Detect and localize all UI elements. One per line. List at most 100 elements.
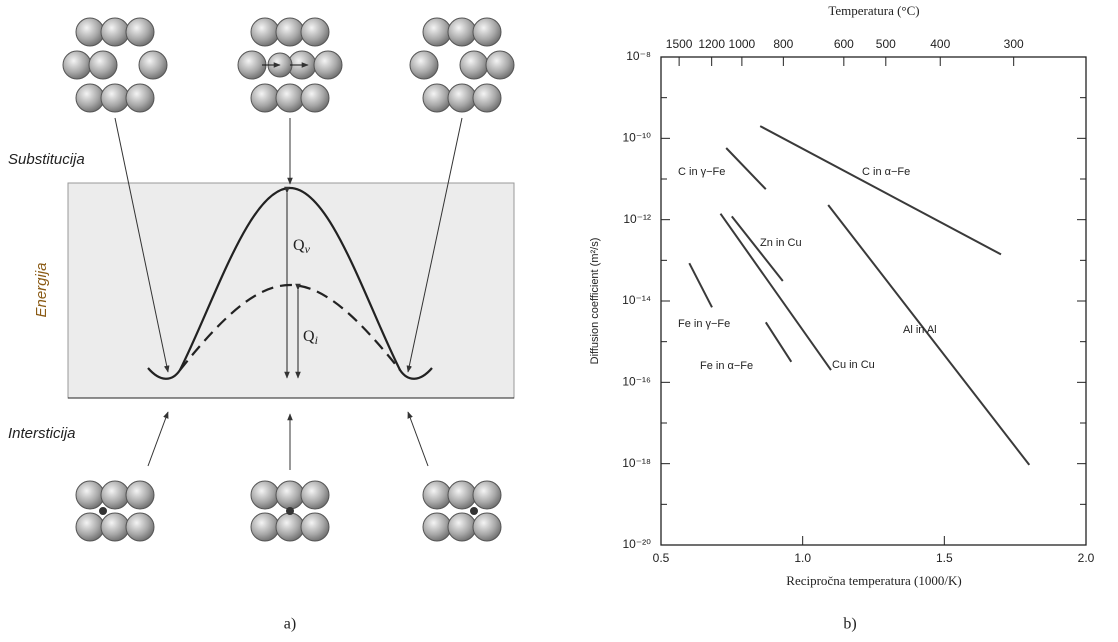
x-tick-label: 1.5 [936,551,953,565]
x2-tick-label: 500 [876,37,896,51]
atom [275,512,305,542]
atom [250,17,280,47]
x-tick-label: 2.0 [1078,551,1095,565]
atom [125,512,155,542]
data-line [827,204,1031,466]
atom-clusters [62,17,515,542]
data-line [725,147,767,190]
x2-tick-label: 1500 [666,37,693,51]
y-tick-label: 10⁻⁸ [626,49,651,63]
atom [300,83,330,113]
interstitial-label: Intersticija [8,425,76,442]
arrow [147,411,169,467]
atom [275,17,305,47]
atom [125,17,155,47]
series-label: Cu in Cu [832,359,875,371]
y-tick-label: 10⁻²⁰ [623,537,652,551]
y-axis-title: Diffusion coefficient (m²/s) [589,238,601,365]
x2-tick-label: 1000 [729,37,756,51]
atom [100,83,130,113]
plot-frame [660,56,1087,546]
y-tick-label: 10⁻¹⁸ [622,456,651,470]
atom [422,17,452,47]
x2-tick-label: 600 [834,37,854,51]
x2-tick-label: 1200 [698,37,725,51]
arrow [406,117,463,373]
atom [447,512,477,542]
atom [100,512,130,542]
series-label: Fe in α−Fe [700,360,753,372]
atom [300,480,330,510]
vacancy-curve [147,186,433,380]
arrow [407,411,429,467]
atom [472,480,502,510]
series-label: Al in Al [903,324,937,336]
data-line [719,213,832,371]
data-line [688,262,713,308]
x2-axis-title: Temperatura (°C) [828,3,919,18]
atom [250,480,280,510]
y-tick-label: 10⁻¹² [623,212,651,226]
atom [100,17,130,47]
atom [409,50,439,80]
atom [250,512,280,542]
qi-label: Qi [303,328,318,347]
y-tick-label: 10⁻¹⁴ [622,293,651,307]
atom [75,512,105,542]
x-tick-label: 1.0 [794,551,811,565]
atom [300,512,330,542]
panel-label: b) [843,616,856,633]
atom [485,50,515,80]
atom [472,83,502,113]
atom [313,50,343,80]
atom [62,50,92,80]
series-label: Zn in Cu [760,237,802,249]
panel-a: Qv Qi Substitucija Intersticija Energija… [8,17,515,633]
x2-tick-label: 300 [1004,37,1024,51]
atom [422,480,452,510]
qv-label: Qv [293,237,311,256]
atom [138,50,168,80]
series-label: C in γ−Fe [678,166,725,178]
data-line [764,321,793,363]
interstitial-curve [179,283,401,371]
x2-tick-label: 800 [773,37,793,51]
x2-tick-label: 400 [930,37,950,51]
atom [88,50,118,80]
atom [75,83,105,113]
substitution-label: Substitucija [8,151,85,168]
atom [250,83,280,113]
data-line [759,125,1002,256]
energy-box [67,182,515,399]
atom [75,480,105,510]
arrow [114,117,170,373]
atom [75,17,105,47]
x-tick-label: 0.5 [653,551,670,565]
atom [447,83,477,113]
atom [100,480,130,510]
y-tick-label: 10⁻¹⁰ [623,131,652,145]
y-tick-label: 10⁻¹⁶ [622,375,651,389]
atom [472,512,502,542]
series-label: Fe in γ−Fe [678,318,730,330]
atom [275,480,305,510]
atom [459,50,489,80]
interstitial-atom [286,507,294,515]
panel-label: a) [284,616,296,633]
atom [237,50,267,80]
atom [422,512,452,542]
energy-label: Energija [33,262,50,317]
series-label: C in α−Fe [862,166,910,178]
atom [447,480,477,510]
interstitial-atom [470,507,478,515]
atom [447,17,477,47]
x-axis-title: Recipročna temperatura (1000/K) [786,573,961,588]
atom [125,480,155,510]
atom [125,83,155,113]
atom [300,17,330,47]
atom [472,17,502,47]
atom [275,83,305,113]
atom [422,83,452,113]
data-line [731,215,784,282]
